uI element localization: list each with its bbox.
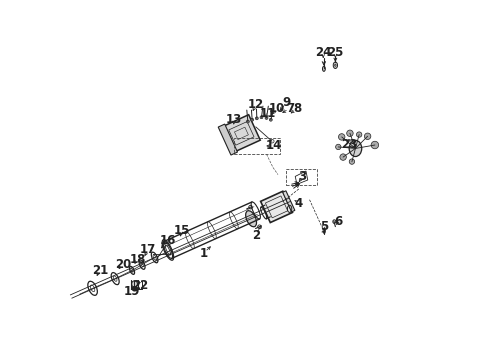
Ellipse shape — [132, 281, 137, 287]
Ellipse shape — [336, 144, 341, 150]
Ellipse shape — [333, 62, 338, 68]
Text: 22: 22 — [132, 279, 148, 292]
Text: 12: 12 — [247, 98, 264, 111]
Polygon shape — [283, 191, 295, 212]
Text: 14: 14 — [266, 139, 282, 152]
Text: 19: 19 — [124, 285, 140, 298]
Ellipse shape — [260, 116, 263, 119]
Text: 23: 23 — [341, 138, 357, 150]
Ellipse shape — [322, 66, 325, 71]
Text: 24: 24 — [315, 46, 331, 59]
Text: 20: 20 — [115, 258, 131, 271]
Polygon shape — [222, 115, 260, 152]
Ellipse shape — [349, 159, 355, 164]
Text: 1: 1 — [200, 247, 208, 260]
Ellipse shape — [357, 132, 362, 137]
Text: 15: 15 — [174, 224, 191, 237]
Ellipse shape — [349, 140, 362, 157]
Text: 21: 21 — [92, 264, 108, 277]
Text: 10: 10 — [269, 102, 285, 115]
Polygon shape — [261, 191, 293, 222]
Text: 8: 8 — [293, 102, 301, 115]
Ellipse shape — [265, 117, 268, 120]
Text: 3: 3 — [298, 170, 306, 183]
Text: 2: 2 — [252, 229, 260, 242]
Polygon shape — [218, 124, 238, 155]
Text: 16: 16 — [160, 234, 176, 247]
Ellipse shape — [347, 130, 353, 136]
Ellipse shape — [339, 134, 345, 140]
Ellipse shape — [270, 118, 272, 121]
Ellipse shape — [255, 117, 258, 120]
Text: 13: 13 — [226, 113, 243, 126]
Text: 4: 4 — [294, 197, 303, 210]
Ellipse shape — [245, 211, 257, 227]
Text: 6: 6 — [334, 215, 343, 228]
Text: 9: 9 — [282, 96, 291, 109]
Text: 18: 18 — [129, 253, 146, 266]
Text: 25: 25 — [327, 46, 343, 59]
Ellipse shape — [365, 133, 371, 139]
Text: 7: 7 — [286, 102, 294, 115]
Text: 5: 5 — [320, 220, 328, 233]
Text: 17: 17 — [140, 243, 156, 256]
Ellipse shape — [371, 141, 379, 149]
Text: 11: 11 — [260, 107, 276, 120]
Ellipse shape — [246, 120, 249, 123]
Ellipse shape — [340, 154, 346, 160]
Ellipse shape — [251, 118, 254, 121]
